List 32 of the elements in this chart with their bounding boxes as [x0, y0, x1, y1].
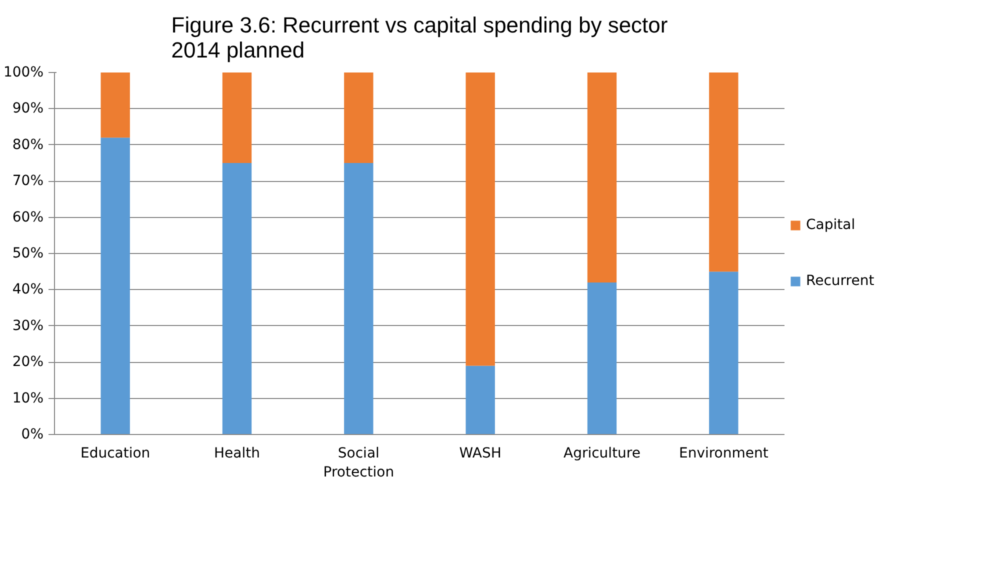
- y-tick-label: 0%: [21, 426, 44, 442]
- y-tick-label: 70%: [12, 173, 44, 190]
- bar: [709, 272, 738, 434]
- bar: [222, 72, 252, 163]
- chart-title: Figure 3.6: Recurrent vs capital spending by sector 2014 planned: [171, 12, 668, 62]
- bar: [466, 72, 495, 366]
- y-tick-label: 20%: [12, 354, 44, 370]
- x-tick-label: Environment: [678, 446, 769, 462]
- bar: [587, 282, 617, 434]
- bar: [100, 72, 130, 138]
- y-tick-label: 80%: [12, 136, 44, 153]
- bar: [709, 72, 738, 272]
- x-tick-label: Health: [214, 446, 260, 462]
- x-tick-label: Education: [80, 446, 150, 462]
- y-tick-label: 10%: [12, 390, 44, 406]
- y-tick-label: 40%: [12, 282, 44, 298]
- x-tick-label: Agriculture: [564, 446, 641, 462]
- y-tick-label: 90%: [12, 100, 44, 117]
- bar: [222, 163, 252, 434]
- x-tick-label: Social Protection: [323, 446, 394, 481]
- y-tick-label: 100%: [3, 64, 44, 80]
- y-tick-label: 50%: [12, 246, 44, 262]
- bar: [466, 366, 495, 434]
- y-tick-label: 30%: [12, 318, 44, 334]
- legend-label: Recurrent: [806, 273, 874, 289]
- bar: [100, 138, 130, 434]
- bar: [587, 72, 617, 282]
- x-tick-label: WASH: [459, 446, 502, 462]
- bar: [344, 163, 374, 434]
- y-tick-label: 60%: [12, 209, 44, 226]
- bar: [344, 72, 374, 163]
- legend-label: Capital: [806, 217, 856, 233]
